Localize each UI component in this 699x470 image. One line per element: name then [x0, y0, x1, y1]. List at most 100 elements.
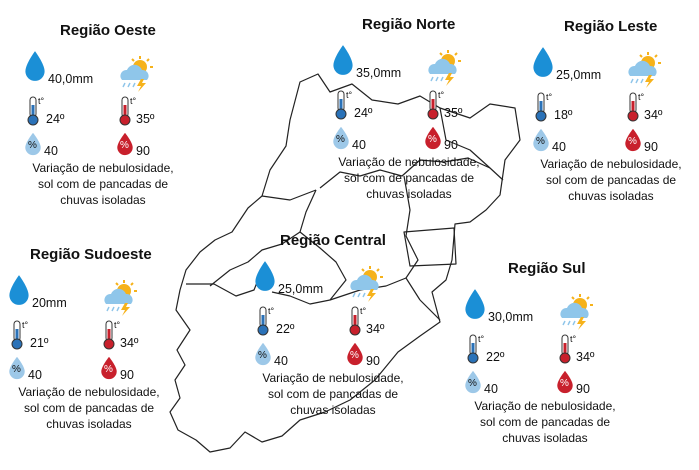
humidity-max: 90: [576, 382, 590, 396]
rain-amount: 30,0mm: [488, 310, 534, 324]
thermometer-max-icon: [118, 96, 132, 131]
region-title: Região Sudoeste: [30, 246, 152, 263]
region-border-sul: [419, 299, 441, 321]
humidity-symbol: %: [258, 350, 267, 361]
region-title: Região Leste: [564, 18, 658, 35]
region-border-norte: [319, 157, 504, 189]
rain-drop-icon: [24, 50, 46, 87]
temperature-min: 21º: [30, 336, 49, 350]
thermo-label: t°: [346, 90, 353, 100]
region-norte: Região Norte 35,0mm t° 24º t° 35º: [328, 14, 528, 204]
rain-drop-icon: [254, 260, 276, 297]
humidity-min-icon: [532, 128, 550, 157]
weather-description: Variação de nebulosidade, sol com de pan…: [540, 157, 682, 203]
region-title: Região Oeste: [60, 22, 156, 39]
rain-amount: 25,0mm: [278, 282, 324, 296]
humidity-min-icon: [254, 342, 272, 371]
storm-weather-icon: [556, 294, 596, 335]
region-border-central-inner: [271, 231, 347, 305]
weather-description: Variação de nebulosidade, sol com de pan…: [18, 385, 160, 431]
humidity-max-icon: [624, 128, 642, 157]
storm-weather-icon: [116, 56, 156, 97]
thermometer-min-icon: [466, 334, 480, 369]
temperature-min: 22º: [276, 322, 295, 336]
temperature-max: 35º: [136, 112, 155, 126]
storm-weather-icon: [100, 280, 140, 321]
thermo-label: t°: [438, 90, 445, 100]
storm-weather-icon: [346, 266, 386, 307]
region-title: Região Sul: [508, 260, 586, 277]
temperature-max: 34º: [366, 322, 385, 336]
humidity-max-icon: [346, 342, 364, 371]
region-oeste: Região Oeste 40,0mm t° 24º t° 35º: [20, 20, 220, 210]
region-sul: Região Sul 30,0mm t° 22º t° 34º: [460, 258, 660, 448]
humidity-symbol: %: [428, 134, 437, 145]
weather-description: Variação de nebulosidade, sol com de pan…: [32, 161, 174, 207]
thermo-label: t°: [114, 320, 121, 330]
thermo-label: t°: [38, 96, 45, 106]
rain-drop-icon: [532, 46, 554, 83]
thermo-label: t°: [22, 320, 29, 330]
humidity-max: 90: [120, 368, 134, 382]
humidity-min-icon: [464, 370, 482, 399]
region-leste: Região Leste 25,0mm t° 18º t° 34º: [528, 16, 699, 206]
thermometer-max-icon: [626, 92, 640, 127]
humidity-symbol: %: [104, 364, 113, 375]
humidity-max: 90: [644, 140, 658, 154]
thermo-label: t°: [638, 92, 645, 102]
humidity-min: 40: [28, 368, 42, 382]
humidity-symbol: %: [536, 136, 545, 147]
temperature-min: 24º: [354, 106, 373, 120]
thermometer-min-icon: [256, 306, 270, 341]
humidity-symbol: %: [350, 350, 359, 361]
temperature-min: 22º: [486, 350, 505, 364]
temperature-max: 34º: [644, 108, 663, 122]
temperature-max: 34º: [576, 350, 595, 364]
humidity-symbol: %: [560, 378, 569, 389]
humidity-symbol: %: [12, 364, 21, 375]
region-border-central-leste: [403, 175, 421, 301]
rain-amount: 40,0mm: [48, 72, 94, 86]
thermo-label: t°: [478, 334, 485, 344]
weather-description: Variação de nebulosidade, sol com de pan…: [338, 155, 480, 201]
thermo-label: t°: [546, 92, 553, 102]
humidity-min: 40: [44, 144, 58, 158]
humidity-symbol: %: [120, 140, 129, 151]
storm-weather-icon: [424, 50, 464, 91]
humidity-max-icon: [556, 370, 574, 399]
temperature-min: 24º: [46, 112, 65, 126]
region-title: Região Norte: [362, 16, 456, 33]
region-border-west-inner: [261, 189, 317, 201]
humidity-min-icon: [332, 126, 350, 155]
humidity-symbol: %: [628, 136, 637, 147]
rain-amount: 20mm: [32, 296, 67, 310]
region-border-oeste-central: [209, 189, 317, 287]
humidity-min-icon: [24, 132, 42, 161]
rain-amount: 35,0mm: [356, 66, 402, 80]
humidity-symbol: %: [336, 134, 345, 145]
temperature-max: 34º: [120, 336, 139, 350]
thermo-label: t°: [360, 306, 367, 316]
thermometer-max-icon: [348, 306, 362, 341]
thermometer-min-icon: [26, 96, 40, 131]
humidity-max-icon: [424, 126, 442, 155]
thermometer-max-icon: [558, 334, 572, 369]
humidity-min-icon: [8, 356, 26, 385]
humidity-max-icon: [116, 132, 134, 161]
rain-drop-icon: [8, 274, 30, 311]
humidity-min: 40: [484, 382, 498, 396]
region-title: Região Central: [280, 232, 386, 249]
humidity-max: 90: [366, 354, 380, 368]
thermo-label: t°: [268, 306, 275, 316]
thermometer-min-icon: [334, 90, 348, 125]
humidity-max-icon: [100, 356, 118, 385]
temperature-max: 35º: [444, 106, 463, 120]
state-outline: [169, 73, 521, 453]
temperature-min: 18º: [554, 108, 573, 122]
region-border-north-inner: [439, 107, 491, 169]
region-central: Região Central 25,0mm t° 22º t° 34º: [250, 230, 450, 420]
region-sudoeste: Região Sudoeste 20mm t° 21º t° 34º: [4, 244, 204, 434]
thermometer-min-icon: [10, 320, 24, 355]
humidity-symbol: %: [28, 140, 37, 151]
thermo-label: t°: [570, 334, 577, 344]
